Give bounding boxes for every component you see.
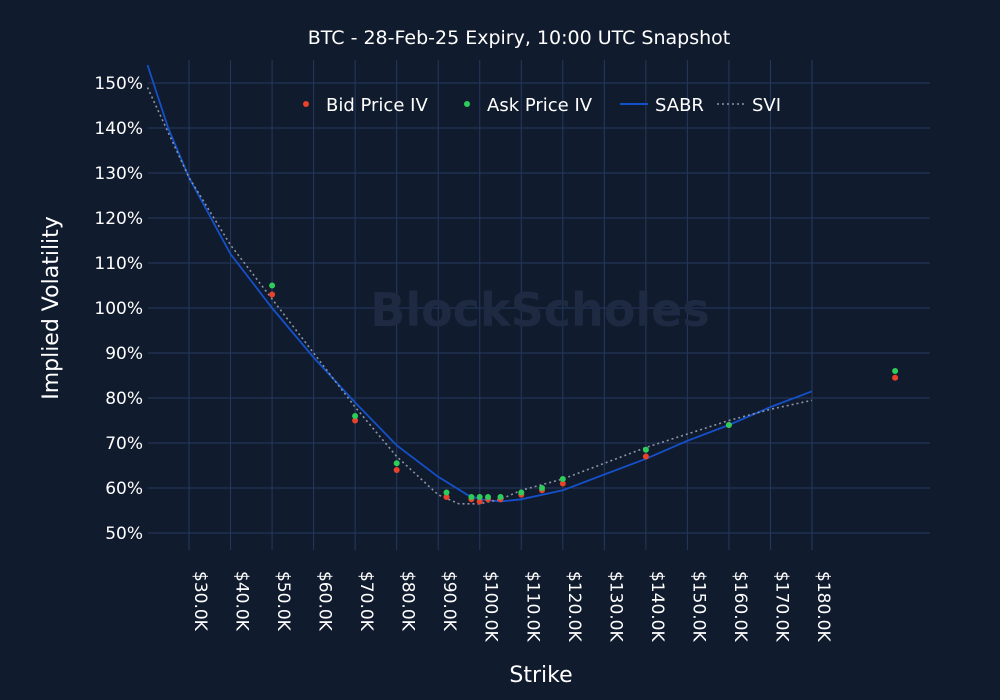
x-tick-label: $40.0K bbox=[232, 571, 252, 632]
bid-point bbox=[269, 291, 276, 298]
bid-point bbox=[393, 467, 400, 473]
y-tick-label: 100% bbox=[94, 299, 143, 319]
ask-point bbox=[443, 489, 450, 496]
x-tick-label: $130.0K bbox=[605, 571, 625, 642]
x-tick-label: $120.0K bbox=[564, 571, 584, 642]
ask-point bbox=[642, 446, 649, 453]
x-axis-ticks: $30.0K $40.0K $50.0K $60.0K $70.0K $80.0K $90.… bbox=[190, 571, 833, 642]
legend-label: SABR bbox=[655, 95, 704, 116]
ask-point bbox=[497, 494, 504, 500]
x-tick-label: $90.0K bbox=[439, 571, 459, 632]
x-tick-label: $80.0K bbox=[398, 571, 418, 632]
y-tick-label: 150% bbox=[94, 74, 143, 94]
y-tick-label: 90% bbox=[105, 344, 143, 364]
grid bbox=[148, 60, 930, 550]
bid-point bbox=[443, 494, 450, 500]
y-tick-label: 70% bbox=[105, 434, 143, 454]
y-tick-label: 60% bbox=[105, 479, 143, 499]
ask-point bbox=[393, 460, 400, 467]
y-tick-label: 80% bbox=[105, 389, 143, 409]
y-tick-label: 130% bbox=[94, 164, 143, 184]
legend-label: Bid Price IV bbox=[326, 95, 428, 116]
legend-label: Ask Price IV bbox=[487, 95, 593, 116]
bid-point bbox=[642, 453, 649, 460]
x-tick-label: $30.0K bbox=[190, 571, 210, 632]
chart-title: BTC - 28-Feb-25 Expiry, 10:00 UTC Snapsh… bbox=[308, 27, 731, 49]
legend-label: SVI bbox=[752, 95, 781, 116]
x-tick-label: $180.0K bbox=[813, 571, 833, 642]
ask-point bbox=[352, 413, 359, 419]
x-tick-label: $60.0K bbox=[315, 571, 335, 632]
x-tick-label: $70.0K bbox=[356, 571, 376, 632]
bid-point bbox=[892, 374, 899, 381]
ask-point bbox=[476, 494, 483, 500]
y-axis-title: Implied Volatility bbox=[39, 216, 64, 400]
x-axis-title: Strike bbox=[509, 663, 572, 688]
bid-point bbox=[476, 498, 483, 505]
plot-points bbox=[269, 282, 899, 505]
x-tick-label: $100.0K bbox=[481, 571, 501, 642]
x-tick-label: $160.0K bbox=[730, 571, 750, 642]
legend-marker bbox=[464, 101, 470, 107]
ask-point bbox=[559, 476, 566, 482]
y-tick-label: 50% bbox=[105, 524, 143, 544]
ask-point bbox=[892, 368, 899, 374]
ask-point bbox=[518, 489, 525, 496]
ask-point bbox=[539, 485, 545, 491]
legend: Bid Price IV Ask Price IV SABR SVI bbox=[303, 95, 781, 116]
bid-point bbox=[559, 480, 566, 487]
legend-marker bbox=[303, 101, 309, 107]
watermark: BlockScholes bbox=[370, 283, 709, 337]
y-tick-label: 110% bbox=[94, 254, 143, 274]
ask-point bbox=[485, 494, 491, 500]
bid-point bbox=[352, 417, 359, 424]
x-tick-label: $170.0K bbox=[771, 571, 791, 642]
ask-point bbox=[725, 422, 732, 428]
ask-point bbox=[468, 494, 475, 500]
x-tick-label: $150.0K bbox=[688, 571, 708, 642]
ask-point bbox=[269, 282, 276, 289]
x-tick-label: $110.0K bbox=[522, 571, 542, 642]
y-tick-label: 120% bbox=[94, 209, 143, 229]
svi-line bbox=[146, 87, 813, 505]
y-axis-ticks: 50% 60% 70% 80% 90% 100% 110% 120% 130% 140% 150% bbox=[94, 74, 143, 544]
x-tick-label: $140.0K bbox=[647, 571, 667, 642]
y-tick-label: 140% bbox=[94, 119, 143, 139]
x-tick-label: $50.0K bbox=[273, 571, 293, 632]
